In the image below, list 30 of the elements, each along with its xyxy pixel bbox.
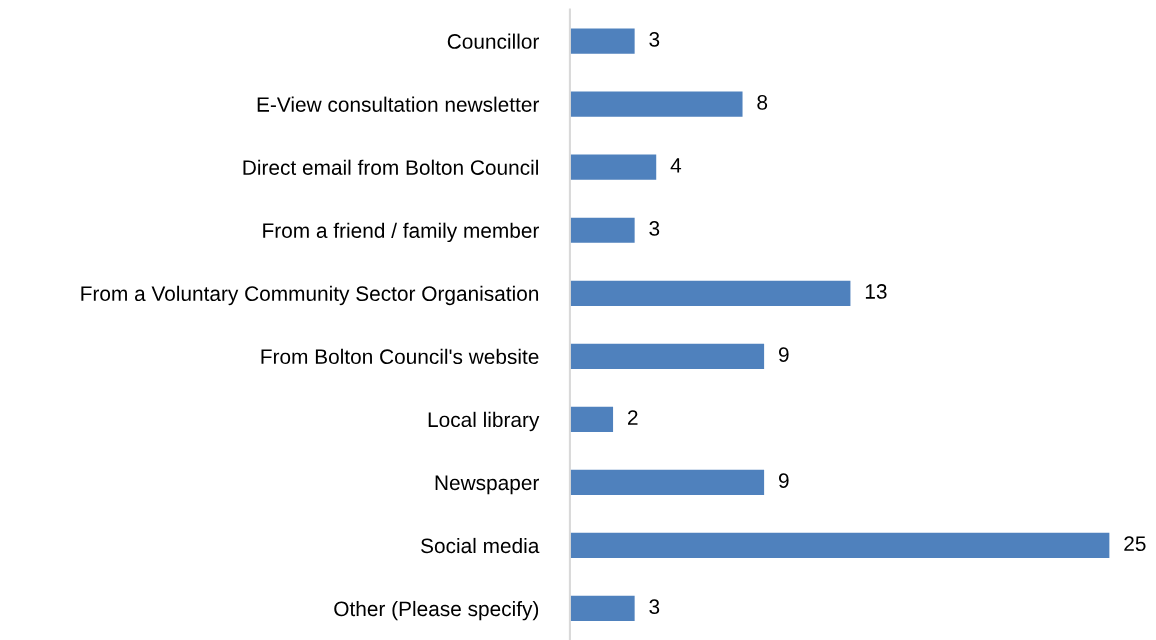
y-tick-label: Local library (428, 411, 540, 432)
data-label: 3 (649, 599, 660, 615)
bar (569, 595, 635, 622)
data-label: 9 (778, 473, 789, 488)
bar (569, 469, 765, 496)
y-tick-label: Newspaper (435, 475, 540, 495)
bar (569, 28, 635, 54)
y-tick-label: Other (Please specify) (334, 600, 539, 621)
data-label: 4 (670, 158, 682, 173)
data-label: 2 (628, 410, 638, 425)
y-tick-label: Councillor (447, 33, 540, 49)
bar (569, 154, 657, 180)
y-tick-label: From a Voluntary Community Sector Organisation (81, 285, 539, 306)
y-tick-label: E-View consultation newsletter (257, 96, 540, 112)
bar (569, 91, 743, 117)
y-tick-label: Direct email from Bolton Council (243, 159, 538, 175)
data-label: 8 (757, 95, 768, 110)
data-label: 3 (649, 31, 660, 47)
bar (569, 343, 765, 369)
data-label: 13 (865, 284, 887, 299)
y-tick-label: Social media (421, 537, 540, 554)
bar (569, 532, 1110, 559)
y-tick-label: From a friend / family member (263, 222, 540, 243)
bar (569, 406, 614, 432)
bar (569, 280, 851, 306)
data-label: 3 (649, 221, 660, 236)
data-label: 25 (1124, 536, 1146, 552)
data-label: 9 (778, 347, 789, 362)
bar (569, 217, 635, 243)
y-tick-label: From Bolton Council's website (261, 348, 539, 365)
